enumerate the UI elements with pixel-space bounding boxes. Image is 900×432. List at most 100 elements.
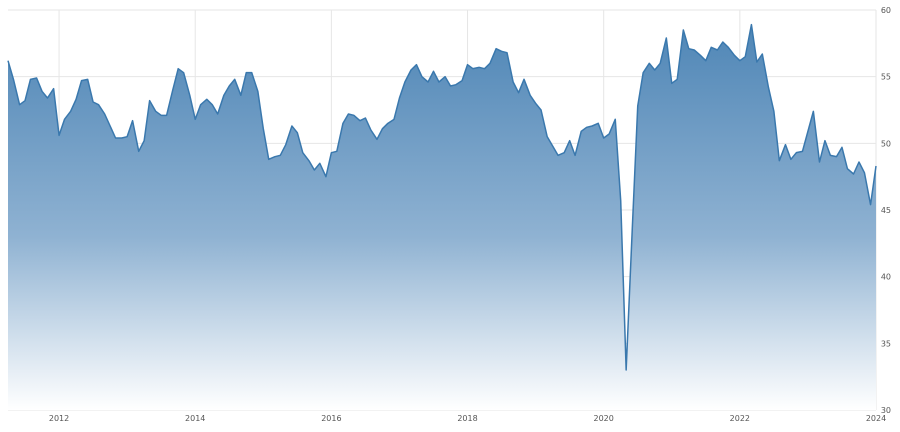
- data-point: [699, 54, 702, 57]
- data-point: [415, 63, 418, 66]
- data-point: [154, 110, 157, 113]
- data-point: [313, 169, 316, 172]
- data-point: [557, 154, 560, 157]
- data-point: [284, 143, 287, 146]
- data-point: [381, 127, 384, 130]
- data-point: [18, 103, 21, 106]
- series-area-fill: [8, 24, 876, 410]
- data-point: [205, 98, 208, 101]
- data-point: [517, 91, 520, 94]
- data-point: [489, 62, 492, 65]
- data-point: [461, 79, 464, 82]
- data-point: [551, 145, 554, 148]
- data-point: [120, 137, 123, 140]
- data-point: [279, 154, 282, 157]
- data-point: [29, 78, 32, 81]
- data-point: [540, 109, 543, 112]
- data-point: [676, 78, 679, 81]
- data-point: [687, 47, 690, 50]
- data-point: [653, 69, 656, 72]
- data-point: [165, 114, 168, 117]
- data-point: [506, 51, 509, 54]
- data-point: [403, 81, 406, 84]
- data-point: [444, 75, 447, 78]
- data-point: [177, 67, 180, 70]
- data-point: [341, 122, 344, 125]
- data-point: [358, 119, 361, 122]
- data-point: [420, 75, 423, 78]
- data-point: [608, 133, 611, 136]
- data-point: [449, 85, 452, 88]
- data-point: [262, 127, 265, 130]
- data-point: [35, 77, 38, 80]
- data-point: [41, 90, 44, 93]
- data-point: [721, 41, 724, 44]
- data-point: [483, 67, 486, 70]
- data-point: [478, 66, 481, 69]
- data-point: [659, 62, 662, 65]
- data-point: [182, 71, 185, 74]
- data-point: [352, 114, 355, 117]
- data-point: [228, 85, 231, 88]
- x-tick-label: 2022: [730, 414, 750, 423]
- x-tick-label: 2016: [321, 414, 341, 423]
- data-point: [761, 53, 764, 56]
- data-point: [114, 137, 117, 140]
- data-point: [682, 29, 685, 32]
- data-point: [863, 171, 866, 174]
- data-point: [233, 78, 236, 81]
- data-point: [148, 99, 151, 102]
- data-point: [347, 113, 350, 116]
- data-point: [534, 102, 537, 105]
- data-point: [846, 167, 849, 170]
- data-point: [529, 94, 532, 97]
- data-point: [580, 130, 583, 133]
- data-point: [789, 158, 792, 161]
- data-point: [296, 131, 299, 134]
- data-point: [432, 70, 435, 73]
- data-point: [335, 150, 338, 153]
- data-point: [52, 87, 55, 90]
- data-point: [58, 134, 61, 137]
- data-point: [188, 94, 191, 97]
- data-point: [466, 63, 469, 66]
- y-tick-label: 60: [881, 6, 891, 15]
- data-point: [386, 122, 389, 125]
- data-point: [812, 110, 815, 113]
- data-point: [290, 125, 293, 128]
- data-point: [369, 129, 372, 132]
- data-point: [727, 46, 730, 49]
- data-point: [733, 54, 736, 57]
- data-point: [301, 151, 304, 154]
- data-point: [375, 138, 378, 141]
- data-point: [716, 49, 719, 52]
- data-point: [767, 86, 770, 89]
- data-point: [398, 97, 401, 100]
- data-point: [585, 126, 588, 129]
- data-point: [160, 114, 163, 117]
- x-axis: 2012 2014 2016 2018 2020 2022 2024: [49, 414, 886, 423]
- data-point: [512, 81, 515, 84]
- data-point: [795, 151, 798, 154]
- data-point: [755, 61, 758, 64]
- x-tick-label: 2014: [185, 414, 205, 423]
- data-point: [835, 155, 838, 158]
- data-point: [410, 69, 413, 72]
- data-point: [602, 137, 605, 140]
- data-point: [738, 59, 741, 62]
- data-point: [778, 159, 781, 162]
- data-point: [7, 59, 10, 62]
- data-point: [784, 143, 787, 146]
- data-point: [364, 117, 367, 120]
- data-point: [631, 227, 634, 230]
- data-point: [693, 49, 696, 52]
- plot-area: [7, 23, 877, 410]
- data-point: [330, 151, 333, 154]
- data-point: [318, 162, 321, 165]
- y-tick-label: 35: [881, 339, 891, 348]
- data-point: [597, 122, 600, 125]
- data-point: [80, 79, 83, 82]
- data-point: [801, 150, 804, 153]
- data-point: [454, 83, 457, 86]
- data-point: [869, 203, 872, 206]
